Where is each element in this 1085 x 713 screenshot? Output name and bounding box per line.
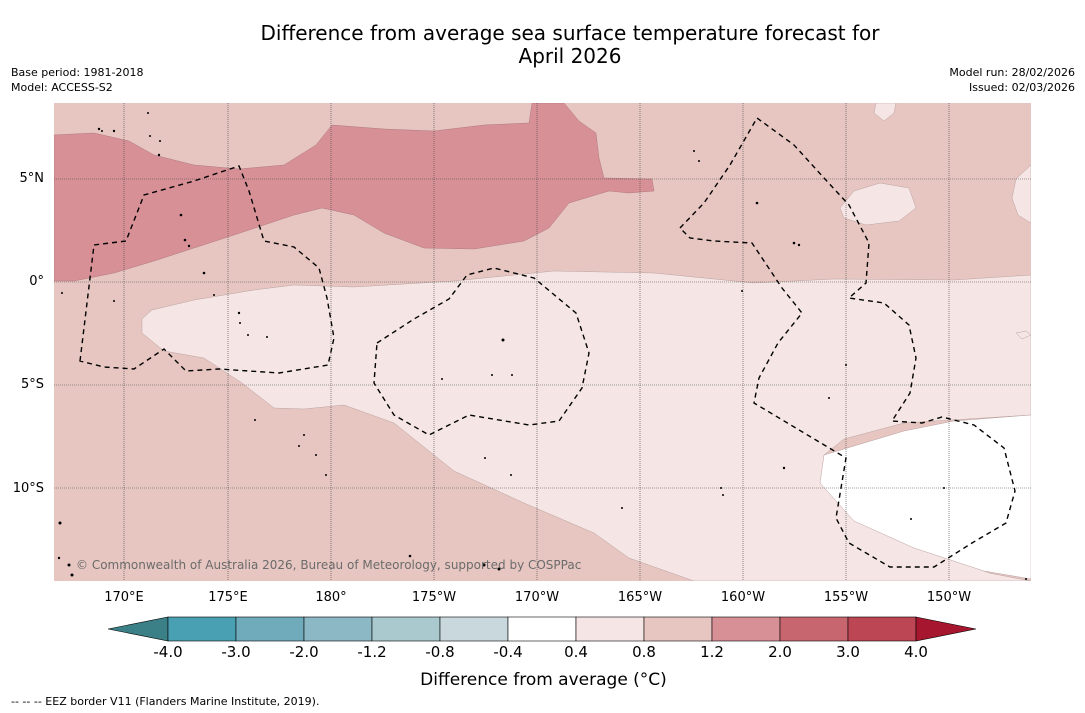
colorbar-seg-5 <box>439 616 509 642</box>
colorbar-seg-1 <box>167 616 237 642</box>
anomaly-region-warm <box>54 103 655 282</box>
title-line-1: Difference from average sea surface temp… <box>260 21 880 45</box>
anomaly-region-pale-ne <box>839 182 917 226</box>
colorbar-tick: 0.4 <box>564 643 588 661</box>
eez-borders <box>79 116 1016 568</box>
anomaly-region-pale-e <box>1011 164 1031 224</box>
issued-date: Issued: 02/03/2026 <box>968 81 1075 94</box>
colorbar-tick: 3.0 <box>836 643 860 661</box>
colorbar-tick: -3.0 <box>221 643 251 661</box>
colorbar-seg-6 <box>507 616 577 642</box>
title-line-2: April 2026 <box>518 44 622 68</box>
colorbar-seg-10 <box>779 616 849 642</box>
meta-left: Base period: 1981-2018 Model: ACCESS-S2 <box>11 65 143 95</box>
graticule <box>54 103 1031 581</box>
copyright-notice: © Commonwealth of Australia 2026, Bureau… <box>76 558 582 572</box>
lon-label-175e: 175°E <box>208 590 248 605</box>
colorbar-tick: -4.0 <box>153 643 183 661</box>
lon-label-165w: 165°W <box>617 590 663 605</box>
colorbar-tick: 4.0 <box>904 643 928 661</box>
map-canvas <box>54 103 1031 581</box>
colorbar-tick: 2.0 <box>768 643 792 661</box>
model-name: Model: ACCESS-S2 <box>11 81 113 94</box>
colorbar-seg-2 <box>235 616 305 642</box>
lon-label-175w: 175°W <box>411 590 457 605</box>
map-title: Difference from average sea surface temp… <box>0 22 1085 68</box>
lat-label-5n: 5°N <box>19 171 45 186</box>
colorbar-tick: -1.2 <box>357 643 387 661</box>
islands <box>57 112 1027 580</box>
colorbar-seg-9 <box>711 616 781 642</box>
lon-label-155w: 155°W <box>823 590 869 605</box>
colorbar-label: Difference from average (°C) <box>420 670 667 690</box>
colorbar-seg-4 <box>371 616 441 642</box>
lon-label-150w: 150°W <box>926 590 972 605</box>
lon-label-170e: 170°E <box>104 590 144 605</box>
colorbar-seg-8 <box>643 616 713 642</box>
meta-right: Model run: 28/02/2026 Issued: 02/03/2026 <box>949 65 1075 95</box>
colorbar <box>108 616 977 642</box>
colorbar-seg-7 <box>575 616 645 642</box>
lat-label-10s: 10°S <box>12 481 44 496</box>
model-run: Model run: 28/02/2026 <box>949 66 1075 79</box>
colorbar-seg-12 <box>915 616 977 642</box>
lat-label-5s: 5°S <box>20 377 44 392</box>
lon-label-160w: 160°W <box>720 590 766 605</box>
sst-anomaly-map <box>54 103 1031 581</box>
eez-legend: -- -- -- EEZ border V11 (Flanders Marine… <box>11 695 320 708</box>
colorbar-seg-11 <box>847 616 917 642</box>
anomaly-region-pale-n <box>873 103 897 122</box>
anomaly-region-neutral <box>819 414 1031 580</box>
colorbar-tick: -0.4 <box>493 643 523 661</box>
lon-label-180: 180° <box>315 590 347 605</box>
anomaly-region-pale-e2 <box>1015 330 1031 340</box>
lat-label-0: 0° <box>29 274 44 289</box>
colorbar-tick: -2.0 <box>289 643 319 661</box>
colorbar-tick: 0.8 <box>632 643 656 661</box>
lon-label-170w: 170°W <box>514 590 560 605</box>
colorbar-seg-0 <box>108 616 169 642</box>
colorbar-tick: 1.2 <box>700 643 724 661</box>
base-period: Base period: 1981-2018 <box>11 66 144 79</box>
colorbar-seg-3 <box>303 616 373 642</box>
colorbar-tick: -0.8 <box>425 643 455 661</box>
